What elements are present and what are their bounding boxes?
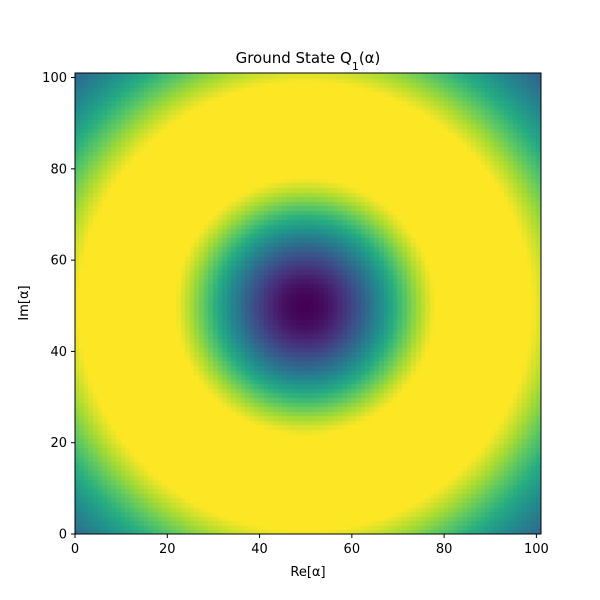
chart-title-suffix: (α) bbox=[359, 49, 381, 67]
y-tick-label: 0 bbox=[59, 528, 67, 543]
y-tick-label: 20 bbox=[50, 436, 67, 451]
x-tick-label: 40 bbox=[251, 542, 268, 557]
y-tick-label: 40 bbox=[50, 345, 67, 360]
x-tick-label: 0 bbox=[71, 542, 79, 557]
x-tick-label: 20 bbox=[159, 542, 176, 557]
plot-frame bbox=[74, 72, 542, 535]
chart-title: Ground State Q1(α) bbox=[236, 49, 381, 73]
x-axis-label: Re[α] bbox=[290, 565, 325, 580]
y-axis-label: Im[α] bbox=[17, 285, 32, 320]
x-axis-ticks: 0 20 40 60 80 100 bbox=[71, 534, 549, 557]
heatmap-canvas bbox=[75, 73, 541, 534]
chart-title-main: Ground State Q bbox=[236, 49, 352, 67]
x-tick-label: 80 bbox=[436, 542, 453, 557]
x-tick-label: 60 bbox=[344, 542, 361, 557]
y-axis-ticks: 0 20 40 60 80 100 bbox=[42, 71, 75, 543]
chart-title-subscript: 1 bbox=[352, 60, 359, 73]
y-tick-label: 100 bbox=[42, 71, 67, 86]
x-tick-label: 100 bbox=[524, 542, 549, 557]
y-tick-label: 60 bbox=[50, 254, 67, 269]
y-tick-label: 80 bbox=[50, 162, 67, 177]
heatmap-area bbox=[75, 73, 541, 534]
